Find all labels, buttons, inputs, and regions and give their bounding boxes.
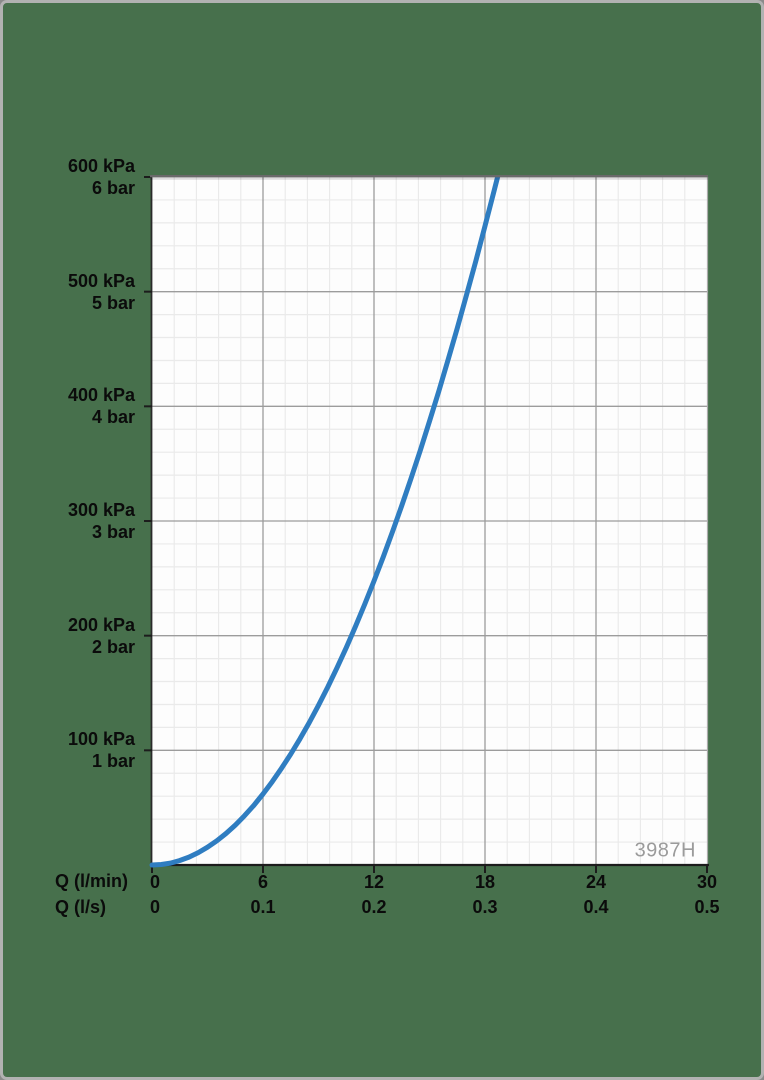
y-tick-label-kpa: 600 kPa <box>67 156 135 176</box>
product-code-watermark: 3987H <box>634 839 696 862</box>
x-tick-label-ls: 0.4 <box>583 897 609 917</box>
flow-pressure-chart-canvas <box>144 174 709 873</box>
x-tick-label-lmin: 12 <box>363 872 385 892</box>
x-tick-label-lmin: 0 <box>149 872 161 892</box>
x-axis-unit-label-lmin: Q (l/min) <box>55 871 128 891</box>
y-tick-label-bar: 3 bar <box>91 522 135 542</box>
pressure-drop-curve <box>149 175 501 868</box>
x-tick-label-ls: 0.3 <box>472 897 498 917</box>
y-tick-label-kpa: 400 kPa <box>67 385 135 406</box>
y-tick-label-bar: 5 bar <box>91 292 135 313</box>
x-tick-label-lmin: 30 <box>696 872 718 892</box>
y-tick-label-bar: 2 bar <box>91 636 135 657</box>
x-tick-label-lmin: 18 <box>474 872 496 892</box>
y-tick-label-kpa: 100 kPa <box>67 729 135 750</box>
x-tick-label-ls: 0.1 <box>250 897 276 917</box>
y-tick-label-kpa: 300 kPa <box>67 500 135 520</box>
y-tick-label-bar: 6 bar <box>91 178 135 198</box>
x-tick-label-ls: 0.5 <box>694 897 720 917</box>
x-tick-label-lmin: 24 <box>585 872 607 892</box>
y-tick-label-bar: 1 bar <box>91 751 135 772</box>
x-tick-label-ls: 0.2 <box>361 897 387 917</box>
y-tick-label-bar: 4 bar <box>91 407 135 428</box>
x-tick-label-ls: 0 <box>149 897 161 917</box>
y-tick-label-kpa: 500 kPa <box>67 270 135 291</box>
x-tick-label-lmin: 6 <box>257 872 269 892</box>
x-axis-unit-label-ls: Q (l/s) <box>55 897 107 917</box>
y-tick-label-kpa: 200 kPa <box>67 614 135 635</box>
